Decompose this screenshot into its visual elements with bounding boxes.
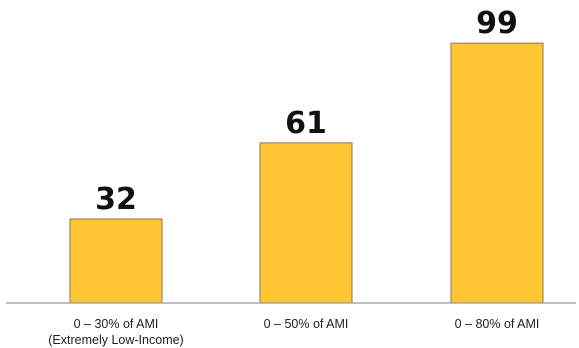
x-tick-label-1-line-2: (Extremely Low-Income) xyxy=(48,333,183,347)
x-tick-label-1-line-1: 0 – 30% of AMI xyxy=(74,317,159,331)
bars-layer xyxy=(69,42,544,304)
tick-labels-layer: 0 – 30% of AMI (Extremely Low-Income) 0 – … xyxy=(48,317,539,347)
bar-3 xyxy=(450,42,544,304)
x-tick-label-3: 0 – 80% of AMI xyxy=(455,317,540,331)
x-tick-label-2: 0 – 50% of AMI xyxy=(264,317,349,331)
bar-1 xyxy=(69,218,163,304)
value-label-3: 99 xyxy=(476,6,518,41)
value-label-2: 61 xyxy=(285,106,327,141)
bar-2 xyxy=(259,142,353,304)
value-labels-layer: 32 61 99 xyxy=(95,6,518,217)
value-label-1: 32 xyxy=(95,182,137,217)
